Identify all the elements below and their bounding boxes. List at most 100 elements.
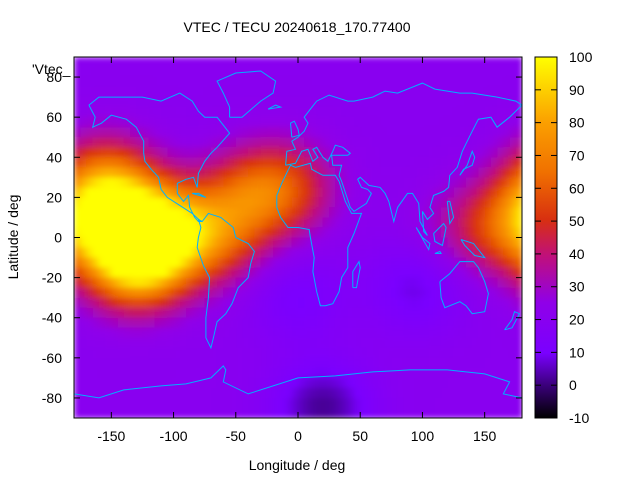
heat-cell [117, 107, 125, 118]
heat-cell [142, 367, 150, 379]
heat-cell [422, 237, 430, 249]
heat-cell [329, 357, 336, 369]
heat-cell [515, 327, 522, 339]
heat-cell [105, 147, 112, 158]
heat-cell [254, 217, 262, 229]
heat-cell [341, 167, 349, 178]
heat-cell [142, 277, 150, 289]
heat-cell [441, 127, 448, 138]
heat-cell [354, 237, 361, 249]
heat-cell [316, 347, 324, 359]
heat-cell [347, 287, 355, 299]
heat-cell [459, 327, 467, 339]
heat-cell [410, 377, 417, 389]
heat-cell [509, 397, 517, 409]
coastline-path [439, 261, 489, 315]
heat-cell [148, 277, 156, 289]
heat-cell [198, 207, 206, 219]
heat-cell [360, 127, 368, 138]
heat-cell [117, 207, 125, 219]
heat-cell [273, 387, 280, 399]
heat-cell [210, 107, 218, 118]
heat-cell [198, 187, 206, 198]
heat-cell [335, 237, 343, 249]
heat-cell [298, 397, 305, 409]
heat-cell [391, 167, 399, 178]
heat-cell [260, 187, 268, 198]
heat-cell [161, 397, 168, 409]
heat-cell [74, 167, 81, 178]
heat-cell [310, 97, 318, 108]
heat-cell [130, 177, 137, 188]
heat-cell [142, 297, 150, 309]
heat-cell [335, 267, 343, 279]
heat-cell [354, 407, 361, 418]
heat-cell [441, 377, 448, 389]
heat-cell [347, 257, 355, 269]
heat-cell [217, 187, 224, 198]
heat-cell [74, 177, 81, 188]
heat-cell [229, 257, 237, 269]
heat-cell [372, 167, 380, 178]
heat-cell [434, 97, 442, 108]
heat-cell [291, 257, 299, 269]
heat-cell [484, 307, 492, 319]
heat-cell [142, 97, 150, 108]
heat-cell [490, 217, 498, 229]
heat-cell [391, 127, 399, 138]
heat-cell [223, 387, 231, 399]
heat-cell [192, 97, 200, 108]
heat-cell [117, 117, 125, 128]
heat-cell [217, 297, 224, 309]
heat-cell [92, 307, 100, 319]
heat-cell [310, 167, 318, 178]
heat-cell [198, 337, 206, 349]
heat-cell [397, 287, 405, 299]
heat-cell [161, 67, 168, 78]
heat-cell [428, 57, 436, 68]
heat-cell [410, 157, 417, 168]
heat-cell [186, 217, 193, 229]
heat-cell [192, 397, 200, 409]
heat-cell [242, 177, 249, 188]
heat-cell [347, 327, 355, 339]
heat-cell [447, 397, 455, 409]
heat-cell [441, 247, 448, 259]
heat-cell [497, 177, 504, 188]
heat-cell [453, 217, 461, 229]
heat-cell [254, 77, 262, 88]
heat-cell [372, 337, 380, 349]
heat-cell [254, 347, 262, 359]
heat-cell [186, 347, 193, 359]
heat-cell [391, 207, 399, 219]
heat-cell [416, 57, 424, 68]
heat-cell [111, 107, 119, 118]
heat-cell [74, 277, 81, 289]
heat-cell [403, 247, 411, 259]
heat-cell [360, 87, 368, 98]
heat-cell [416, 167, 424, 178]
heat-cell [403, 277, 411, 289]
coastlines [74, 70, 522, 399]
heat-cell [322, 197, 330, 209]
heat-cell [229, 337, 237, 349]
heat-cell [273, 97, 280, 108]
heat-cell [254, 257, 262, 269]
heat-cell [484, 407, 492, 418]
heat-cell [410, 87, 417, 98]
heat-cell [167, 327, 175, 339]
heat-cell [74, 57, 81, 68]
heat-cell [273, 227, 280, 239]
heat-cell [410, 147, 417, 158]
heat-cell [310, 347, 318, 359]
heat-cell [142, 137, 150, 148]
heat-cell [92, 387, 100, 399]
heat-cell [422, 207, 430, 219]
heat-cell [422, 357, 430, 369]
heat-cell [260, 147, 268, 158]
heat-cell [335, 137, 343, 148]
heat-cell [509, 127, 517, 138]
heat-cell [148, 107, 156, 118]
heat-cell [92, 217, 100, 229]
